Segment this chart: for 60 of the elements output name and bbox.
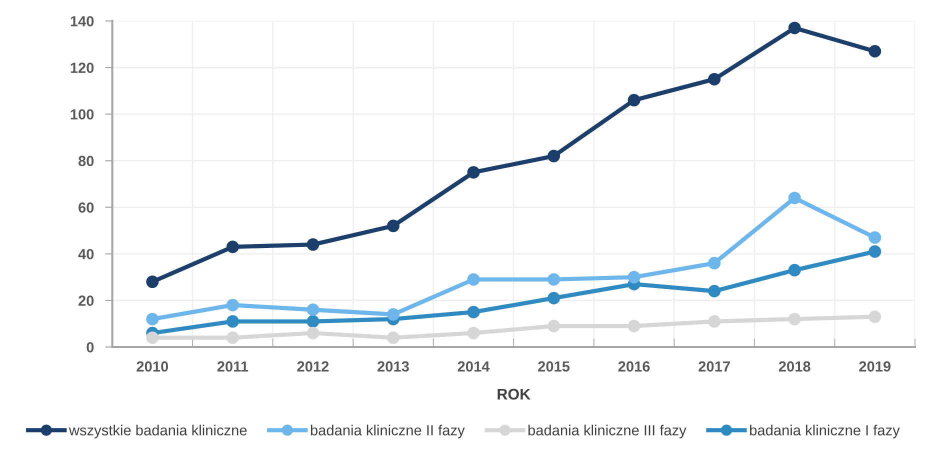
point bbox=[226, 240, 239, 254]
point bbox=[788, 192, 801, 204]
x-tick-label: 2013 bbox=[378, 361, 409, 372]
legend-label: badania kliniczne I fazy bbox=[750, 424, 900, 438]
legend-label: wszystkie badania kliniczne bbox=[68, 424, 247, 438]
point bbox=[146, 312, 159, 326]
point bbox=[708, 284, 721, 298]
point bbox=[628, 320, 640, 332]
x-axis-title: ROK bbox=[498, 388, 530, 400]
y-tick-label: 120 bbox=[70, 62, 94, 73]
y-tick-label: 100 bbox=[70, 109, 94, 120]
point bbox=[868, 231, 882, 244]
x-tick-label: 2016 bbox=[618, 361, 650, 372]
point bbox=[548, 150, 560, 162]
y-tick-label: 80 bbox=[78, 156, 94, 166]
point bbox=[146, 276, 159, 288]
point bbox=[548, 292, 560, 304]
y-tick-label: 0 bbox=[86, 342, 94, 352]
point bbox=[386, 331, 400, 344]
x-tick-label: 2015 bbox=[538, 361, 570, 372]
point bbox=[868, 245, 882, 258]
point bbox=[467, 326, 480, 340]
x-tick-label: 2017 bbox=[698, 361, 730, 372]
point bbox=[467, 273, 480, 286]
point bbox=[788, 312, 801, 326]
x-tick-label: 2010 bbox=[136, 361, 168, 372]
point bbox=[226, 331, 239, 344]
point bbox=[628, 94, 640, 106]
y-tick-label: 60 bbox=[78, 202, 94, 213]
point bbox=[226, 298, 239, 312]
point bbox=[306, 315, 320, 328]
x-tick-label: 2018 bbox=[778, 361, 810, 372]
point bbox=[868, 310, 882, 323]
point bbox=[788, 264, 801, 276]
point bbox=[708, 72, 721, 86]
point bbox=[386, 308, 400, 321]
y-tick-label: 20 bbox=[78, 296, 94, 306]
point bbox=[306, 326, 320, 340]
point bbox=[708, 256, 721, 270]
point bbox=[226, 315, 239, 328]
point bbox=[548, 273, 560, 286]
point bbox=[306, 304, 320, 316]
x-tick-label: 2012 bbox=[297, 361, 329, 372]
point bbox=[788, 22, 801, 34]
x-tick-label: 2011 bbox=[217, 361, 248, 372]
x-tick-label: 2014 bbox=[458, 361, 490, 372]
point bbox=[628, 270, 640, 284]
point bbox=[306, 238, 320, 251]
x-tick-label: 2019 bbox=[859, 361, 891, 372]
point bbox=[467, 306, 480, 318]
y-tick-label: 140 bbox=[70, 16, 94, 26]
legend-label: badania kliniczne II fazy bbox=[310, 424, 465, 438]
point bbox=[868, 45, 882, 58]
point bbox=[548, 320, 560, 332]
point bbox=[467, 166, 480, 179]
y-tick-label: 40 bbox=[78, 248, 94, 260]
point bbox=[386, 220, 400, 232]
point bbox=[708, 315, 721, 328]
point bbox=[146, 331, 159, 344]
legend-label: badania kliniczne III fazy bbox=[528, 424, 686, 438]
